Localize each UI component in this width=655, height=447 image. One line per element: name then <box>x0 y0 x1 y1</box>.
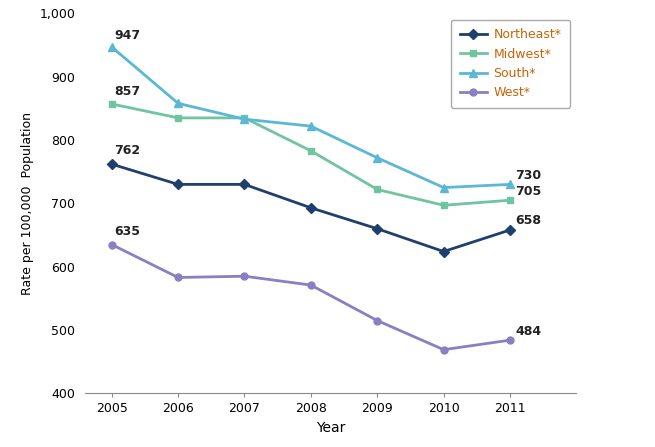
South* <box>440 185 447 190</box>
Northeast* <box>506 228 514 233</box>
Midwest* <box>307 148 315 153</box>
Midwest* <box>373 187 381 192</box>
West* <box>307 283 315 288</box>
West* <box>440 347 447 352</box>
Text: 484: 484 <box>515 325 542 337</box>
Line: Midwest*: Midwest* <box>108 101 514 209</box>
South* <box>307 123 315 129</box>
Text: 857: 857 <box>115 84 140 97</box>
Midwest* <box>506 198 514 203</box>
Text: 658: 658 <box>515 215 541 228</box>
West* <box>108 242 116 247</box>
Northeast* <box>373 226 381 232</box>
Northeast* <box>307 205 315 211</box>
Midwest* <box>174 115 182 121</box>
Midwest* <box>240 115 248 121</box>
Line: Northeast*: Northeast* <box>108 160 514 255</box>
Text: 635: 635 <box>115 225 140 238</box>
Text: 762: 762 <box>115 143 140 156</box>
Text: 705: 705 <box>515 185 542 198</box>
South* <box>240 117 248 122</box>
Midwest* <box>440 202 447 208</box>
South* <box>174 101 182 106</box>
West* <box>174 275 182 280</box>
Northeast* <box>440 249 447 254</box>
South* <box>108 44 116 50</box>
West* <box>240 274 248 279</box>
Northeast* <box>240 182 248 187</box>
Midwest* <box>108 101 116 107</box>
X-axis label: Year: Year <box>316 421 345 435</box>
Y-axis label: Rate per 100,000  Population: Rate per 100,000 Population <box>21 112 34 295</box>
South* <box>373 155 381 160</box>
Text: 947: 947 <box>115 29 140 42</box>
West* <box>506 337 514 343</box>
Text: 730: 730 <box>515 169 542 182</box>
West* <box>373 318 381 323</box>
Line: West*: West* <box>108 241 514 353</box>
South* <box>506 182 514 187</box>
Northeast* <box>108 161 116 167</box>
Northeast* <box>174 182 182 187</box>
Legend: Northeast*, Midwest*, South*, West*: Northeast*, Midwest*, South*, West* <box>451 20 570 108</box>
Line: South*: South* <box>107 43 514 192</box>
